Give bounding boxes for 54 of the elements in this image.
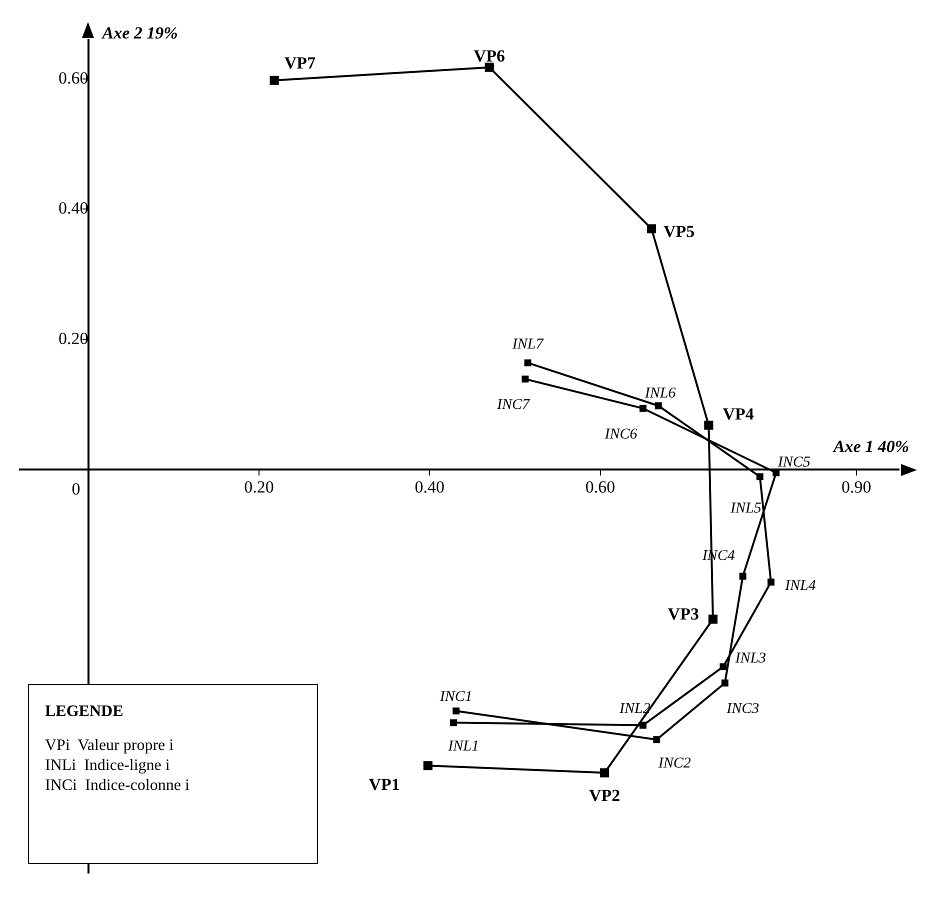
annotation: INL5 — [729, 500, 762, 517]
point — [653, 736, 660, 744]
y-tick-label: 0.40 — [58, 198, 88, 218]
annotation: INC3 — [726, 700, 760, 717]
point — [452, 707, 460, 714]
point — [721, 679, 728, 686]
point — [720, 663, 727, 670]
annotation: VP5 — [664, 222, 695, 242]
point — [600, 768, 610, 778]
annotation: VP2 — [588, 786, 620, 806]
annotation: INC5 — [776, 454, 811, 471]
point — [768, 578, 774, 586]
point — [450, 719, 457, 726]
annotation: LEGENDE — [45, 703, 124, 721]
point — [640, 722, 646, 729]
annotation: VP7 — [284, 54, 316, 73]
point — [646, 224, 656, 234]
point — [484, 62, 494, 72]
annotation: INC2 — [657, 756, 692, 772]
point — [640, 404, 646, 412]
x-tick-label: 0.40 — [414, 477, 445, 496]
annotation: INCi Indice-colonne i — [45, 777, 190, 795]
point — [270, 76, 279, 85]
y-axis-title: Axe 2 19% — [101, 23, 178, 42]
x-tick-label: 0.20 — [244, 477, 274, 496]
annotation: VP3 — [668, 604, 699, 624]
x-axis-title: Axe 1 40% — [832, 436, 909, 456]
point — [704, 420, 714, 430]
x-tick-label: 0 — [72, 479, 80, 498]
annotation: INL1 — [447, 738, 479, 755]
point — [654, 402, 662, 410]
annotation: INC6 — [604, 426, 638, 442]
y-tick-label: 0.20 — [58, 328, 88, 348]
point — [423, 761, 432, 770]
annotation: INL2 — [618, 701, 651, 718]
x-tick-label: 0.90 — [841, 477, 872, 496]
annotation: INL4 — [784, 578, 816, 594]
point — [756, 473, 764, 480]
point — [739, 572, 746, 580]
annotation: VP6 — [474, 46, 505, 66]
annotation: INLi Indice-ligne i — [45, 757, 171, 775]
annotation: INC7 — [496, 396, 531, 413]
x-tick-label: 0.60 — [585, 477, 616, 496]
annotation: VP4 — [722, 404, 754, 424]
annotation: VP1 — [368, 775, 400, 794]
point — [522, 376, 529, 383]
annotation: INL6 — [644, 386, 676, 402]
annotation: INL3 — [734, 650, 766, 667]
point — [708, 614, 718, 624]
y-tick-label: 0.60 — [58, 68, 88, 88]
annotation: INC1 — [438, 688, 472, 705]
annotation: INL7 — [511, 336, 545, 353]
point — [524, 359, 532, 366]
annotation: VPi Valeur propre i — [45, 737, 175, 755]
